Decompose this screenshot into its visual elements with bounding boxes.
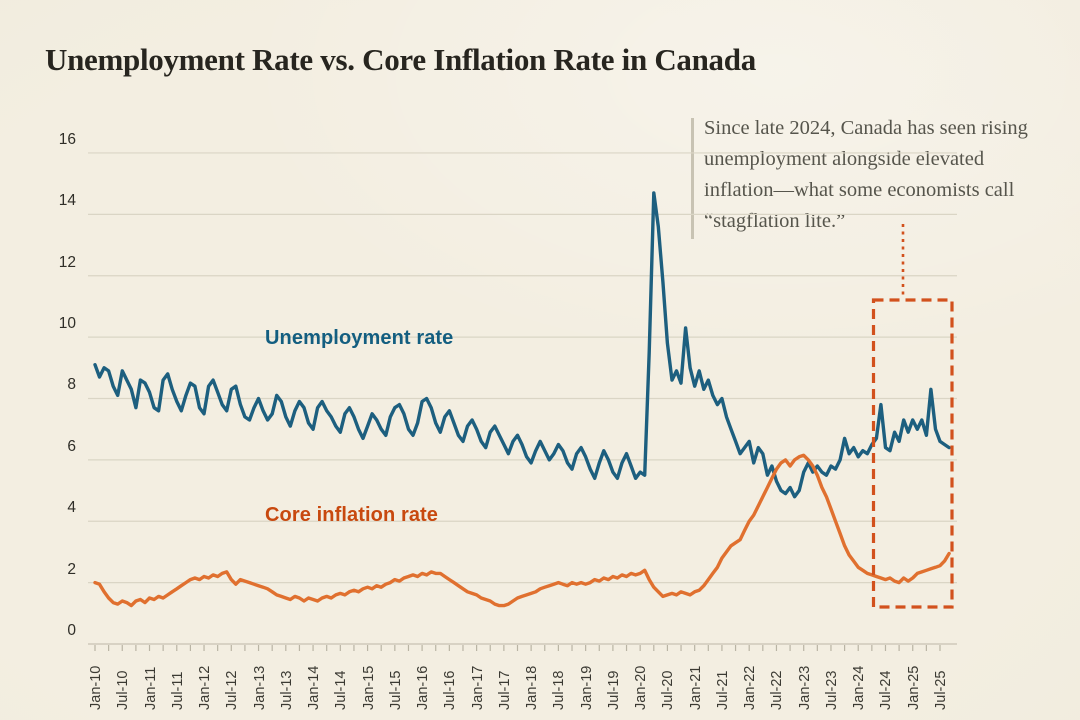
x-axis-label: Jul-23	[823, 670, 840, 711]
x-axis-label: Jan-22	[742, 665, 759, 710]
x-axis-label: Jul-20	[660, 670, 677, 711]
x-axis-label: Jul-17	[496, 670, 513, 711]
x-axis-label: Jan-12	[197, 665, 214, 710]
x-axis-label: Jul-15	[387, 670, 404, 711]
x-axis-label: Jul-11	[169, 671, 186, 710]
x-axis-label: Jan-16	[415, 665, 432, 710]
y-axis-label: 8	[67, 376, 76, 394]
x-axis-label: Jan-13	[251, 665, 268, 710]
y-axis-label: 14	[58, 192, 76, 210]
x-axis-label: Jan-24	[851, 665, 868, 710]
x-axis-label: Jul-10	[115, 670, 132, 711]
x-axis-label: Jul-14	[333, 670, 350, 711]
y-axis-label: 10	[58, 315, 76, 333]
x-axis-label: Jul-24	[878, 670, 895, 711]
x-axis-label: Jan-20	[633, 665, 650, 710]
inflation-line	[93, 453, 951, 608]
x-axis-label: Jul-19	[605, 670, 622, 711]
y-axis-label: 4	[67, 499, 76, 517]
y-axis-label: 2	[67, 560, 76, 578]
x-axis-label: Jan-14	[306, 665, 323, 710]
x-axis-label: Jan-25	[905, 665, 922, 710]
x-axis-label: Jul-16	[442, 670, 459, 711]
stagflation-highlight-box	[871, 298, 954, 609]
inflation-series-label: Core inflation rate	[265, 504, 439, 526]
x-axis-label: Jul-12	[224, 670, 241, 711]
unemployment-line	[93, 191, 951, 499]
y-axis-label: 12	[58, 253, 76, 271]
annotation-quote-bar	[691, 118, 694, 239]
unemployment-series-label: Unemployment rate	[265, 327, 454, 349]
x-axis-label: Jan-17	[469, 665, 486, 710]
x-axis-label: Jan-21	[687, 665, 704, 710]
x-axis-label: Jul-18	[551, 670, 568, 711]
y-axis-label: 0	[67, 622, 76, 639]
x-axis-label: Jul-21	[714, 670, 731, 711]
x-axis-label: Jan-11	[142, 666, 159, 710]
y-axis-label: 6	[67, 437, 76, 455]
x-axis-label: Jan-10	[88, 665, 104, 710]
x-axis-label: Jul-22	[769, 670, 786, 711]
x-axis-label: Jan-18	[524, 665, 541, 710]
x-axis-label: Jan-23	[796, 665, 813, 710]
y-axis-label: 16	[58, 130, 76, 148]
x-axis-label: Jul-25	[932, 670, 949, 711]
x-axis-label: Jan-19	[578, 665, 595, 710]
x-axis-label: Jul-13	[278, 670, 295, 711]
chart-title: Unemployment Rate vs. Core Inflation Rat…	[45, 42, 756, 77]
x-axis-label: Jan-15	[360, 665, 377, 710]
